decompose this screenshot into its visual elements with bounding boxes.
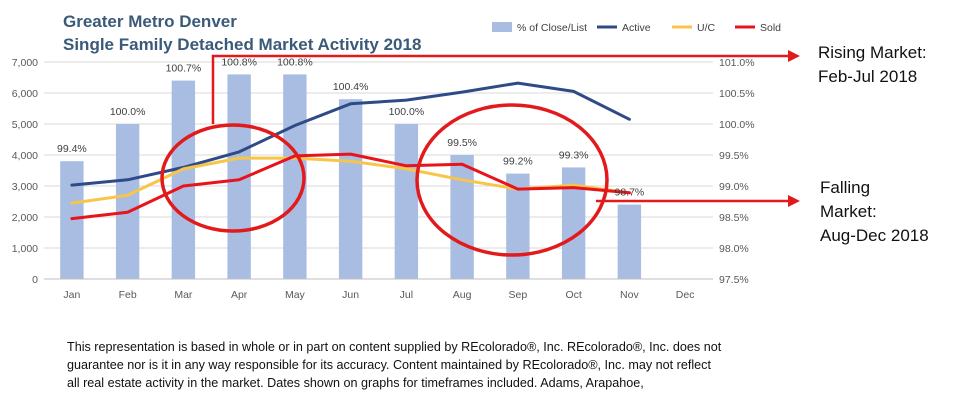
- series-line-active: [70, 81, 631, 187]
- x-tick-label: May: [285, 289, 306, 301]
- bar-data-label: 99.4%: [57, 143, 87, 155]
- falling-market-circle: [415, 103, 609, 257]
- y-right-tick-label: 100.5%: [719, 88, 755, 100]
- x-tick-label: Apr: [231, 289, 248, 301]
- x-tick-label: Jun: [342, 289, 359, 301]
- chart-title: Greater Metro Denver Single Family Detac…: [63, 12, 421, 54]
- y-left-tick-label: 3,000: [12, 181, 38, 193]
- y-left-tick-label: 1,000: [12, 243, 38, 255]
- bar: [283, 74, 307, 280]
- bar-data-label: 98.7%: [614, 187, 644, 199]
- legend-label: U/C: [697, 22, 716, 34]
- y-left-tick-label: 6,000: [12, 88, 38, 100]
- y-right-tick-label: 98.0%: [719, 243, 749, 255]
- title-line-1: Greater Metro Denver: [63, 12, 237, 31]
- falling-market-label: Market:: [820, 202, 877, 221]
- falling-market-arrowhead: [788, 195, 800, 207]
- bar: [60, 161, 84, 279]
- rising-market-circle: [160, 123, 306, 233]
- y-left-tick-label: 2,000: [12, 212, 38, 224]
- x-tick-label: Mar: [174, 289, 193, 301]
- legend: % of Close/List Active U/C Sold: [492, 22, 781, 34]
- disclaimer: This representation is based in whole or…: [67, 338, 827, 392]
- y-left-tick-label: 7,000: [12, 57, 38, 69]
- y-right-tick-label: 98.5%: [719, 212, 749, 224]
- bar-data-label: 99.5%: [447, 137, 477, 149]
- bar-data-label: 100.8%: [221, 56, 257, 68]
- legend-label: Active: [622, 22, 651, 34]
- annotation-overlay: [160, 50, 800, 257]
- bar-data-labels: 99.4% 100.0% 100.7% 100.8% 100.8% 100.4% 100.0…: [57, 56, 644, 198]
- x-tick-label: Feb: [119, 289, 137, 301]
- bar: [338, 99, 363, 279]
- x-tick-label: Dec: [676, 289, 695, 301]
- x-tick-label: Sep: [509, 289, 528, 301]
- bar-data-label: 100.7%: [166, 63, 202, 75]
- x-tick-label: Oct: [565, 289, 581, 301]
- rising-market-arrow-line: [211, 54, 793, 124]
- y-right-tick-label: 99.0%: [719, 181, 749, 193]
- bar-data-label: 100.8%: [277, 56, 313, 68]
- legend-label: % of Close/List: [517, 22, 587, 34]
- y-left-tick-label: 4,000: [12, 150, 38, 162]
- y-right-tick-label: 97.5%: [719, 274, 749, 286]
- legend-swatch-bar: [492, 22, 512, 32]
- falling-market-label: Aug-Dec 2018: [820, 226, 929, 245]
- disclaimer-line: This representation is based in whole or…: [67, 340, 722, 354]
- y-right-tick-label: 100.0%: [719, 119, 755, 131]
- bar: [506, 173, 530, 279]
- y-right-tick-label: 101.0%: [719, 57, 755, 69]
- x-tick-label: Jan: [63, 289, 80, 301]
- gridlines: [44, 61, 713, 249]
- falling-market-label: Falling: [820, 178, 870, 197]
- bar: [115, 124, 140, 279]
- bar: [171, 80, 196, 279]
- y-right-tick-label: 99.5%: [719, 150, 749, 162]
- rising-market-label: Rising Market:: [818, 43, 927, 62]
- bar-data-label: 99.3%: [559, 149, 589, 161]
- rising-market-label: Feb-Jul 2018: [818, 67, 917, 86]
- x-tick-label: Jul: [400, 289, 413, 301]
- rising-market-arrowhead: [788, 50, 800, 62]
- y-left-tick-label: 5,000: [12, 119, 38, 131]
- bar-data-label: 100.4%: [333, 81, 369, 93]
- disclaimer-line: guarantee nor is it in any way responsib…: [67, 358, 711, 372]
- bar: [394, 124, 419, 279]
- bar-data-label: 100.0%: [389, 106, 425, 118]
- bar-data-label: 99.2%: [503, 156, 533, 168]
- bar: [450, 155, 474, 279]
- bar-data-label: 100.0%: [110, 106, 146, 118]
- x-tick-label: Nov: [620, 289, 639, 301]
- legend-label: Sold: [760, 22, 781, 34]
- bar: [617, 204, 642, 279]
- annotations: Rising Market: Feb-Jul 2018 Falling Market:…: [818, 43, 929, 245]
- x-tick-label: Aug: [453, 289, 472, 301]
- title-line-2: Single Family Detached Market Activity 2…: [63, 35, 421, 54]
- disclaimer-line: all real estate activity in the market. …: [67, 376, 644, 390]
- bar: [561, 167, 586, 279]
- axes: 0 97.5% 1,000 98.0% 2,000 98.5% 3,000 99.0% 4,00…: [12, 57, 755, 301]
- y-left-tick-label: 0: [32, 274, 38, 286]
